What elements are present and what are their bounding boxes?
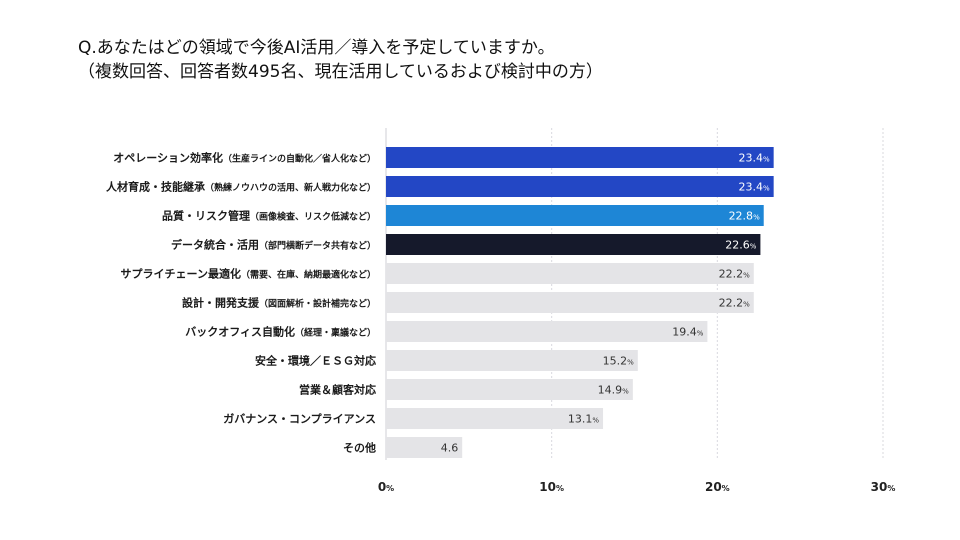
bar-value-label-1: 23.4% [739, 152, 771, 165]
bar-8 [386, 350, 638, 371]
tick-label-20: 20% [705, 480, 730, 494]
category-label-5: サプライチェーン最適化（需要、在庫、納期最適化など） [121, 267, 376, 281]
bar-value-label-3: 22.8% [729, 210, 761, 223]
bar-value-label-11: 4.6 [441, 442, 459, 455]
tick-label-10: 10% [539, 480, 564, 494]
chart-title: Q.あなたはどの領域で今後AI活用／導入を予定していますか。 [78, 38, 555, 58]
bar-11 [386, 437, 463, 458]
chart-subtitle: （複数回答、回答者数495名、現在活用しているおよび検討中の方） [78, 62, 603, 82]
bar-10 [386, 408, 604, 429]
tick-label-0: 0% [378, 480, 394, 494]
bar-1 [386, 147, 774, 168]
bar-2 [386, 176, 774, 197]
bar-6 [386, 292, 754, 313]
bar-9 [386, 379, 633, 400]
chart-title-block: Q.あなたはどの領域で今後AI活用／導入を予定していますか。 （複数回答、回答者… [78, 36, 603, 84]
category-label-3: 品質・リスク管理（画像検査、リスク低減など） [162, 209, 376, 223]
category-label-7: バックオフィス自動化（経理・稟議など） [185, 325, 376, 339]
category-label-1: オペレーション効率化（生産ラインの自動化／省人化など） [113, 151, 376, 165]
bar-5 [386, 263, 754, 284]
category-label-4: データ統合・活用（部門横断データ共有など） [171, 238, 376, 252]
bar-value-label-6: 22.2% [719, 297, 751, 310]
bar-value-label-5: 22.2% [719, 268, 751, 281]
bar-3 [386, 205, 764, 226]
bar-value-label-7: 19.4% [672, 326, 704, 339]
category-label-9: 営業＆顧客対応 [299, 383, 376, 397]
category-label-6: 設計・開発支援（図面解析・設計補完など） [182, 296, 376, 310]
bar-value-label-8: 15.2% [603, 355, 635, 368]
bar-value-label-9: 14.9% [598, 384, 630, 397]
category-label-8: 安全・環境／ＥＳＧ対応 [255, 354, 376, 368]
tick-label-30: 30% [871, 480, 896, 494]
bar-value-label-2: 23.4% [739, 181, 771, 194]
category-label-11: その他 [343, 441, 376, 455]
bar-7 [386, 321, 708, 342]
category-label-10: ガバナンス・コンプライアンス [223, 412, 376, 426]
bar-4 [386, 234, 761, 255]
bar-value-label-10: 13.1% [568, 413, 600, 426]
bar-value-label-4: 22.6% [725, 239, 757, 252]
category-label-2: 人材育成・技能継承（熟練ノウハウの活用、新人戦力化など） [106, 180, 376, 194]
